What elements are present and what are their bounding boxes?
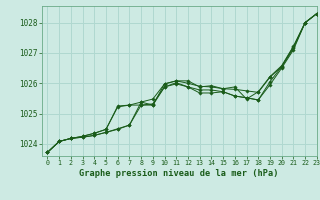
X-axis label: Graphe pression niveau de la mer (hPa): Graphe pression niveau de la mer (hPa) [79,169,279,178]
